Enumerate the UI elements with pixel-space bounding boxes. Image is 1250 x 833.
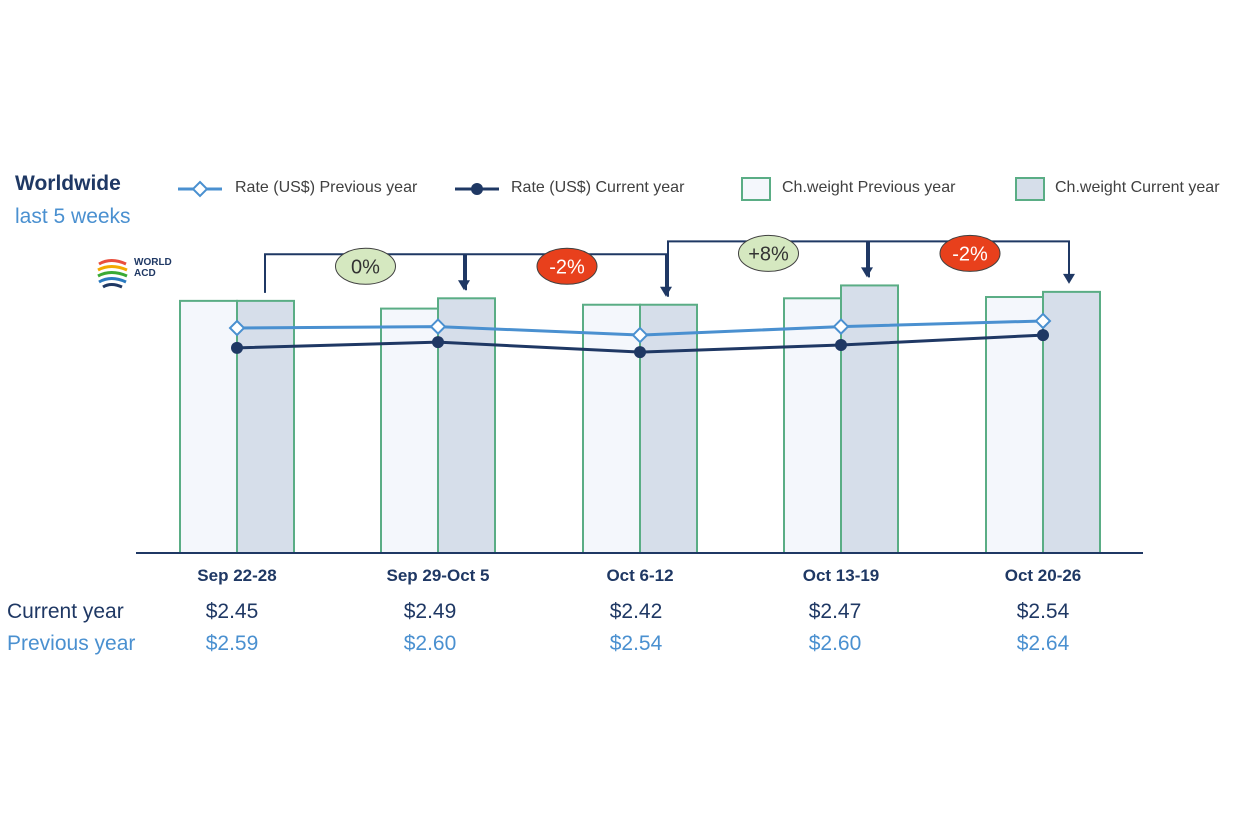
rate-current-point xyxy=(1037,329,1049,342)
bar-chweight-previous xyxy=(179,299,238,555)
x-tick-label: Oct 13-19 xyxy=(803,566,880,585)
rate-previous-value: $2.60 xyxy=(808,632,862,655)
legend-rate-prev-label: Rate (US$) Previous year xyxy=(235,179,418,196)
bar-chweight-current xyxy=(840,284,899,554)
logo-wordmark: WORLD ACD xyxy=(134,257,172,279)
rate-current-value: $2.49 xyxy=(403,600,457,623)
rate-previous-value: $2.60 xyxy=(403,632,457,655)
row-label-current-year: Current year xyxy=(7,600,124,623)
rate-current-value: $2.54 xyxy=(1016,600,1070,623)
chart-subtitle: last 5 weeks xyxy=(15,205,131,228)
bar-chweight-current xyxy=(236,299,295,555)
rate-previous-point xyxy=(429,318,447,336)
legend-cw-prev-label: Ch.weight Previous year xyxy=(782,179,956,196)
change-label: -2% xyxy=(952,243,988,265)
change-badge xyxy=(939,234,1001,272)
x-tick-label: Oct 6-12 xyxy=(606,566,673,585)
change-label: 0% xyxy=(351,256,380,278)
change-arrow xyxy=(458,280,470,291)
bar-chweight-previous xyxy=(985,296,1044,554)
rate-previous-point xyxy=(631,326,649,344)
change-label: -2% xyxy=(549,256,585,278)
rate-previous-point xyxy=(228,319,246,337)
rate-current-value: $2.47 xyxy=(808,600,862,623)
bar-chweight-current xyxy=(1042,290,1101,554)
legend-cw-cur-label: Ch.weight Current year xyxy=(1055,179,1220,196)
change-label: +8% xyxy=(748,243,789,265)
rate-previous-value: $2.64 xyxy=(1016,632,1070,655)
rate-previous-value: $2.54 xyxy=(609,632,663,655)
globe-icon xyxy=(97,259,128,289)
rate-previous-point xyxy=(832,318,850,336)
world-acd-logo: WORLD ACD xyxy=(96,256,196,292)
rate-current-value: $2.42 xyxy=(609,600,663,623)
change-arrow xyxy=(660,286,672,297)
legend-rate-cur-label: Rate (US$) Current year xyxy=(511,179,685,196)
legend-cw-prev-swatch xyxy=(741,177,771,201)
rate-previous-point xyxy=(1034,312,1052,330)
rate-current-point xyxy=(432,336,444,349)
legend-rate-prev-marker xyxy=(191,180,209,198)
bar-chweight-current xyxy=(639,303,698,554)
bar-chweight-previous xyxy=(380,307,439,554)
change-badge xyxy=(335,247,396,285)
rate-current-point xyxy=(231,341,243,354)
bar-chweight-previous xyxy=(783,297,842,554)
bar-chweight-current xyxy=(437,297,496,554)
legend-rate-cur-marker xyxy=(471,183,483,195)
x-tick-label: Oct 20-26 xyxy=(1005,566,1082,585)
change-badge xyxy=(738,234,799,272)
rate-current-point xyxy=(634,346,646,359)
bar-chweight-previous xyxy=(582,303,641,554)
row-label-previous-year: Previous year xyxy=(7,632,136,655)
rate-current-value: $2.45 xyxy=(205,600,259,623)
change-arrow xyxy=(1063,273,1075,284)
legend-cw-cur-swatch xyxy=(1015,177,1045,201)
chart-title: Worldwide xyxy=(15,172,121,195)
change-arrow xyxy=(861,267,873,278)
rate-current-point xyxy=(835,338,847,351)
rate-previous-value: $2.59 xyxy=(205,632,259,655)
x-tick-label: Sep 29-Oct 5 xyxy=(387,566,490,585)
x-tick-label: Sep 22-28 xyxy=(197,566,276,585)
change-badge xyxy=(536,247,598,285)
